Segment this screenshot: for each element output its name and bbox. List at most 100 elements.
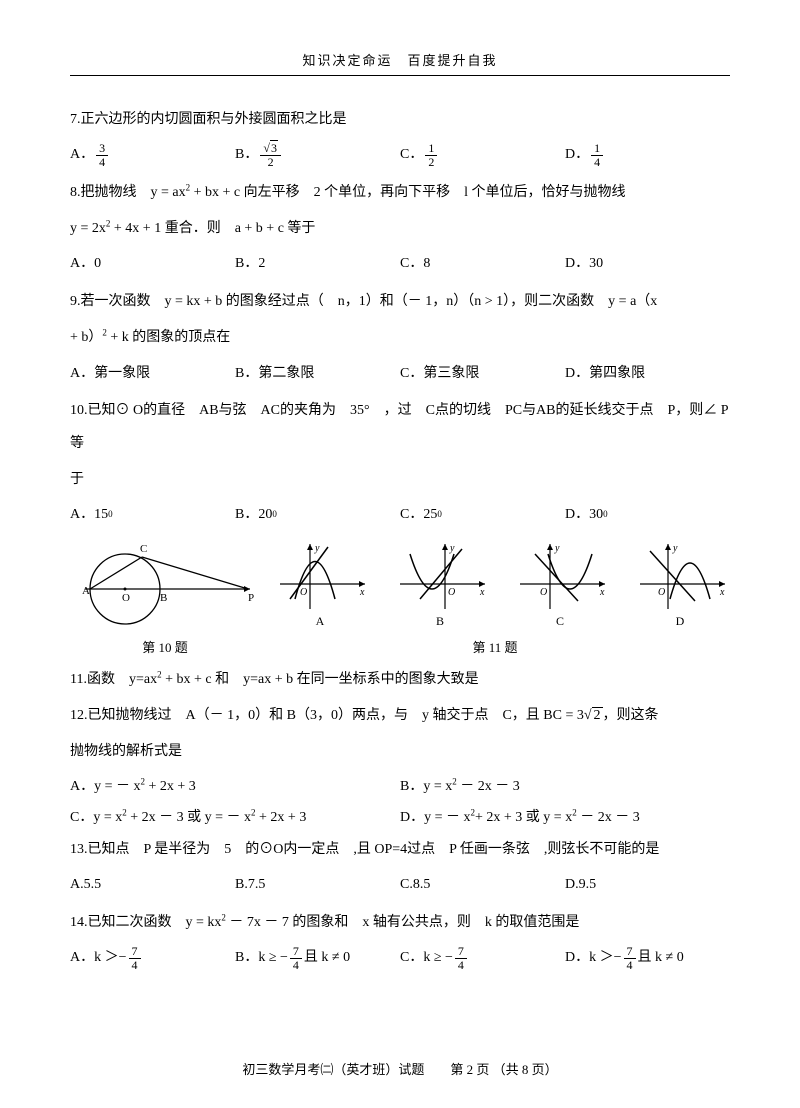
q7-options: A．34 B．√32 C．12 D．14: [70, 140, 730, 171]
svg-text:O: O: [448, 587, 455, 598]
q9-l2a: + b）: [70, 330, 102, 345]
graph-b-label: B: [390, 614, 490, 629]
q12-b1: B．y = x: [400, 779, 452, 794]
q12-d2: + 2x + 3 或 y = x: [475, 810, 572, 825]
graph-a-label: A: [270, 614, 370, 629]
q14-d-post: 且 k ≠ 0: [638, 943, 684, 974]
q7-text: 7.正六边形的内切圆面积与外接圆面积之比是: [70, 104, 730, 136]
q8-line1: 8.把抛物线 y = ax2 + bx + c 向左平移 2 个单位，再向下平移…: [70, 177, 730, 209]
q10-line2: 于: [70, 464, 730, 496]
q8-opt-c: C．8: [400, 249, 565, 280]
q8-l2b: + 4x + 1 重合．则 a + b + c 等于: [110, 221, 315, 236]
q13-opt-d: D.9.5: [565, 870, 730, 901]
q9-opt-d: D．第四象限: [565, 359, 730, 390]
graph-a: O x y A: [270, 539, 370, 629]
deg-icon: 0: [437, 505, 442, 525]
q7-opt-b: B．√32: [235, 140, 400, 171]
svg-text:y: y: [449, 543, 455, 554]
q10-opt-c: C．250: [400, 500, 565, 531]
q13-opt-b: B.7.5: [235, 870, 400, 901]
q10-options: A．150 B．200 C．250 D．300: [70, 500, 730, 531]
svg-text:O: O: [122, 592, 130, 604]
svg-text:x: x: [479, 587, 485, 598]
q14-opt-c: C．k ≥ −74: [400, 943, 565, 974]
q8-l1a: 8.把抛物线 y = ax: [70, 185, 186, 200]
svg-text:A: A: [82, 585, 90, 597]
q12-opt-a: A．y = － x2 + 2x + 3: [70, 772, 400, 803]
deg-icon: 0: [603, 505, 608, 525]
svg-text:x: x: [599, 587, 605, 598]
q14-c-pre: C．k ≥ −: [400, 943, 453, 974]
q14-b-pre: B．k ≥ −: [235, 943, 288, 974]
svg-text:x: x: [719, 587, 725, 598]
svg-text:C: C: [140, 543, 147, 555]
q7-a-num: 3: [96, 142, 108, 156]
q9-opt-b: B．第二象限: [235, 359, 400, 390]
svg-text:P: P: [248, 592, 254, 604]
q14-a-pre: A．k ＞−: [70, 943, 127, 974]
page-header: 知识决定命运 百度提升自我: [70, 50, 730, 76]
q8-opt-a: A．0: [70, 249, 235, 280]
q10-a-t: A．15: [70, 500, 108, 531]
q9-line2: + b）2 + k 的图象的顶点在: [70, 322, 730, 354]
graph-b: O x y B: [390, 539, 490, 629]
q10-figure: A C O B P: [70, 539, 260, 629]
q7-c-num: 1: [425, 142, 437, 156]
q8-line2: y = 2x2 + 4x + 1 重合．则 a + b + c 等于: [70, 213, 730, 245]
svg-text:y: y: [672, 543, 678, 554]
q9-opt-a: A．第一象限: [70, 359, 235, 390]
q12-line1: 12.已知抛物线过 A（－ 1，0）和 B（3，0）两点，与 y 轴交于点 C，…: [70, 700, 730, 732]
q8-l1b: + bx + c 向左平移 2 个单位，再向下平移 l 个单位后，恰好与抛物线: [190, 185, 625, 200]
q7-opt-d: D．14: [565, 140, 730, 171]
q14-tb: － 7x － 7 的图象和 x 轴有公共点，则 k 的取值范围是: [226, 915, 580, 930]
graph-d-label: D: [630, 614, 730, 629]
q8-options: A．0 B．2 C．8 D．30: [70, 249, 730, 280]
q7-d-den: 4: [591, 156, 603, 169]
q14-d-den: 4: [624, 959, 636, 972]
q10-opt-a: A．150: [70, 500, 235, 531]
q14-b-num: 7: [290, 945, 302, 959]
page-footer: 初三数学月考㈡（英才班）试题 第 2 页 （共 8 页）: [0, 1059, 800, 1078]
figure-labels: 第 10 题 第 11 题: [70, 637, 730, 656]
q11-tb: + bx + c 和 y=ax + b 在同一坐标系中的图象大致是: [162, 672, 479, 687]
q12-a2: + 2x + 3: [145, 779, 196, 794]
q12-opt-c: C．y = x2 + 2x － 3 或 y = － x2 + 2x + 3: [70, 803, 400, 834]
q9-opt-c: C．第三象限: [400, 359, 565, 390]
q8-l2a: y = 2x: [70, 221, 106, 236]
q12-c2: + 2x － 3 或 y = － x: [127, 810, 251, 825]
q12-line2: 抛物线的解析式是: [70, 736, 730, 768]
q14-c-den: 4: [455, 959, 467, 972]
q12-b2: － 2x － 3: [457, 779, 520, 794]
q13-text: 13.已知点 P 是半径为 5 的⊙O内一定点 ,且 OP=4过点 P 任画一条…: [70, 834, 730, 866]
q7-opt-a: A．34: [70, 140, 235, 171]
q14-opt-d: D．k ＞−74且 k ≠ 0: [565, 943, 730, 974]
svg-text:O: O: [658, 587, 665, 598]
q13-opt-a: A.5.5: [70, 870, 235, 901]
q14-a-den: 4: [129, 959, 141, 972]
q12-opt-b: B．y = x2 － 2x － 3: [400, 772, 730, 803]
q7-c-den: 2: [425, 156, 437, 169]
q14-b-post: 且 k ≠ 0: [304, 943, 350, 974]
q7-d-num: 1: [591, 142, 603, 156]
q10-b-t: B．20: [235, 500, 272, 531]
q8-opt-d: D．30: [565, 249, 730, 280]
q7-b-den: 2: [260, 156, 281, 169]
q12-d1: D．y = － x: [400, 810, 471, 825]
q14-opt-a: A．k ＞−74: [70, 943, 235, 974]
q14-b-den: 4: [290, 959, 302, 972]
svg-text:x: x: [359, 587, 365, 598]
q7-opt-c: C．12: [400, 140, 565, 171]
q10-c-t: C．25: [400, 500, 437, 531]
q12-c3: + 2x + 3: [256, 810, 307, 825]
q7-b-rad: 3: [270, 140, 278, 155]
graph-c-label: C: [510, 614, 610, 629]
q12-d3: － 2x － 3: [577, 810, 640, 825]
q14-d-num: 7: [624, 945, 636, 959]
q12-l1a: 12.已知抛物线过 A（－ 1，0）和 B（3，0）两点，与 y 轴交于点 C，…: [70, 708, 584, 723]
q7-a-den: 4: [96, 156, 108, 169]
q13-options: A.5.5 B.7.5 C.8.5 D.9.5: [70, 870, 730, 901]
q12-l1b: ，则这条: [603, 708, 659, 723]
q12-a1: A．y = － x: [70, 779, 141, 794]
svg-text:y: y: [554, 543, 560, 554]
q14-a-num: 7: [129, 945, 141, 959]
